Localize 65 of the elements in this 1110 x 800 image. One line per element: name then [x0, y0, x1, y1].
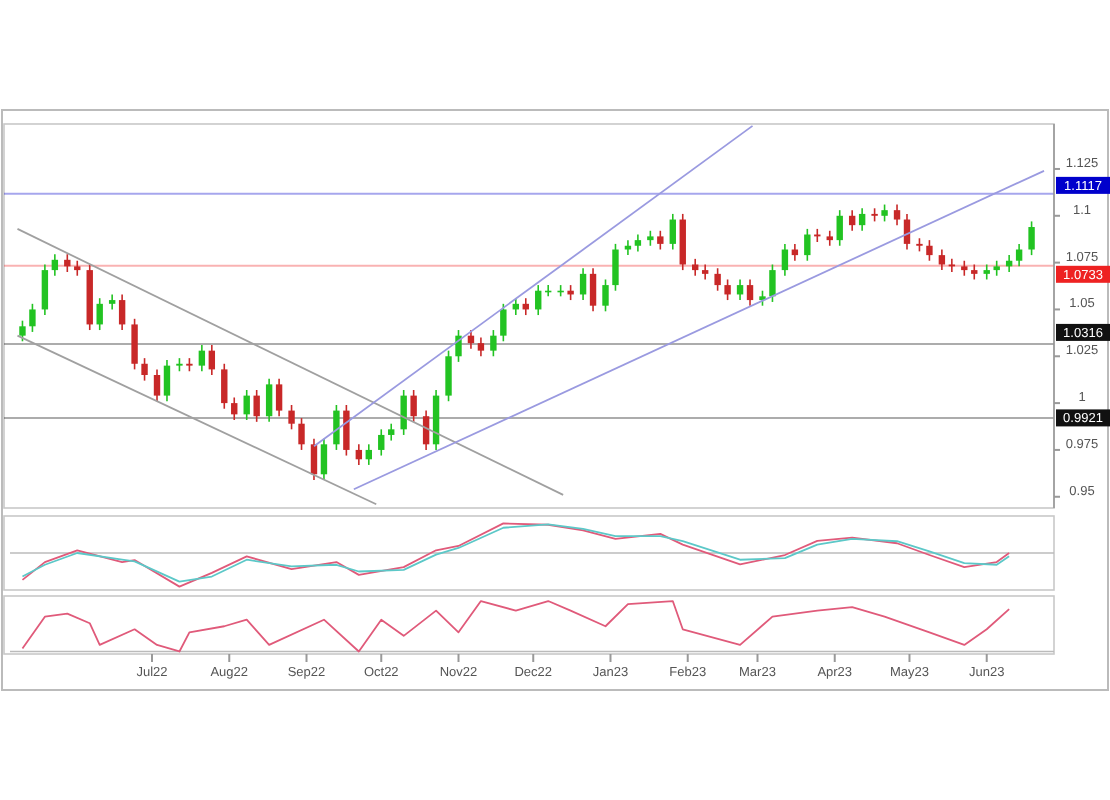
candlestick — [153, 368, 161, 403]
candlestick — [29, 303, 36, 333]
candlestick — [848, 209, 856, 232]
candlestick — [612, 243, 619, 292]
candlestick — [355, 443, 363, 466]
candlestick — [163, 359, 171, 403]
candlestick — [714, 267, 721, 292]
candlestick — [1028, 220, 1035, 256]
candlestick — [781, 243, 789, 277]
candlestick — [208, 344, 216, 376]
candlestick — [858, 207, 866, 232]
candlestick — [320, 437, 328, 481]
candlestick — [221, 362, 228, 410]
candlestick — [333, 404, 340, 451]
candlestick — [477, 336, 485, 358]
candlestick — [836, 209, 843, 247]
candlestick — [365, 443, 372, 466]
candlestick — [804, 228, 811, 262]
candlestick — [926, 239, 933, 262]
candlestick — [1015, 243, 1023, 268]
candlestick — [343, 404, 350, 457]
candlestick — [298, 417, 305, 451]
candlestick — [198, 344, 206, 373]
candlestick — [535, 284, 542, 316]
candlestick — [893, 203, 901, 226]
candlestick — [948, 258, 956, 273]
candlestick — [624, 239, 632, 256]
candlestick — [253, 389, 260, 423]
candlestick — [983, 263, 990, 281]
candlestick — [746, 278, 754, 307]
candlestick — [108, 293, 116, 311]
candlestick — [589, 267, 597, 313]
candlestick — [669, 213, 676, 251]
candlestick — [724, 278, 731, 301]
candlestick — [41, 263, 49, 316]
candlestick — [231, 396, 238, 421]
candlestick — [938, 248, 946, 271]
candlestick — [500, 303, 507, 343]
candlestick — [490, 329, 497, 358]
candlestick — [579, 267, 587, 301]
candlestick — [141, 357, 148, 382]
candlestick — [826, 229, 833, 247]
candlestick — [51, 253, 59, 277]
candlestick — [769, 263, 776, 303]
candlestick — [602, 278, 609, 313]
candlestick — [445, 349, 452, 403]
candlestick — [96, 297, 103, 331]
candlestick — [736, 278, 744, 301]
candlestick — [243, 389, 250, 421]
candlestick — [679, 213, 686, 271]
candlestick — [288, 404, 295, 431]
candlestick — [410, 389, 417, 423]
candlestick — [971, 263, 978, 281]
candlestick — [455, 329, 462, 363]
candlestick — [400, 389, 407, 436]
candlestick — [265, 377, 273, 423]
candlestick — [275, 377, 283, 418]
candlestick — [657, 229, 664, 251]
candlestick — [378, 428, 385, 457]
candlestick — [310, 437, 318, 481]
candlestick — [74, 259, 81, 277]
candlestick — [131, 318, 138, 371]
candlestick — [701, 263, 709, 281]
candlestick — [118, 293, 126, 331]
candlestick — [19, 319, 26, 343]
